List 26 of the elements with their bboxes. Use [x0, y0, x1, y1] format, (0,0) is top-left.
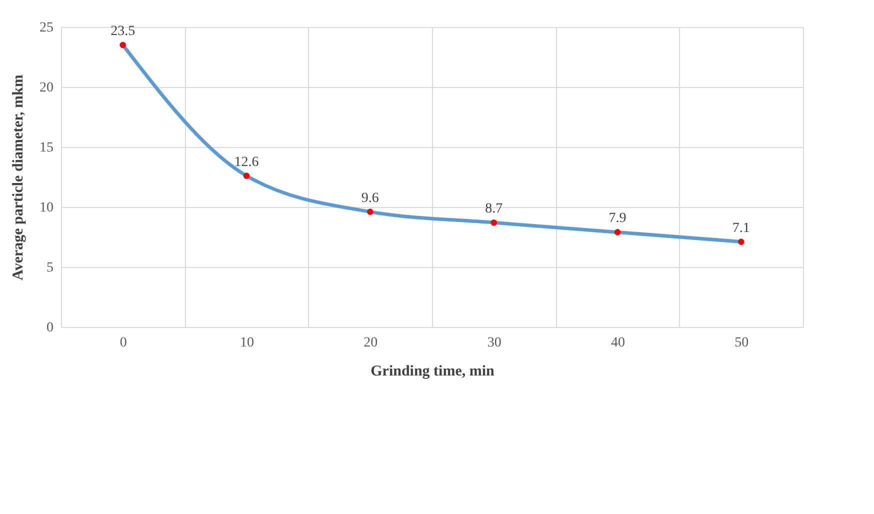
x-tick-label: 10 [240, 336, 254, 350]
x-tick-label: 0 [120, 336, 127, 350]
y-tick-label: 5 [46, 260, 54, 276]
data-label: 8.7 [485, 202, 503, 217]
data-label: 12.6 [234, 154, 259, 170]
y-tick-label: 15 [40, 140, 54, 156]
x-tick-label: 40 [611, 336, 625, 350]
x-tick-label: 50 [734, 336, 749, 350]
y-tick-label: 10 [40, 200, 54, 216]
data-label: 23.5 [110, 24, 136, 39]
point [490, 219, 497, 226]
point [120, 42, 126, 48]
point [367, 208, 374, 215]
data-label: 9.6 [361, 190, 379, 206]
point [614, 229, 621, 236]
data-label: 7.9 [608, 211, 626, 226]
x-tick-label: 20 [364, 336, 378, 350]
point [243, 172, 250, 179]
y-tick-label: 25 [40, 20, 54, 36]
y-tick-label: 0 [46, 320, 54, 336]
data-label: 7.1 [732, 220, 750, 236]
x-tick-label: 30 [487, 336, 502, 350]
y-axis-title: Average particle diameter, mkm [10, 74, 26, 280]
point [738, 238, 744, 245]
x-axis-title: Grinding time, min [370, 364, 496, 380]
y-tick-label: 20 [40, 80, 54, 96]
